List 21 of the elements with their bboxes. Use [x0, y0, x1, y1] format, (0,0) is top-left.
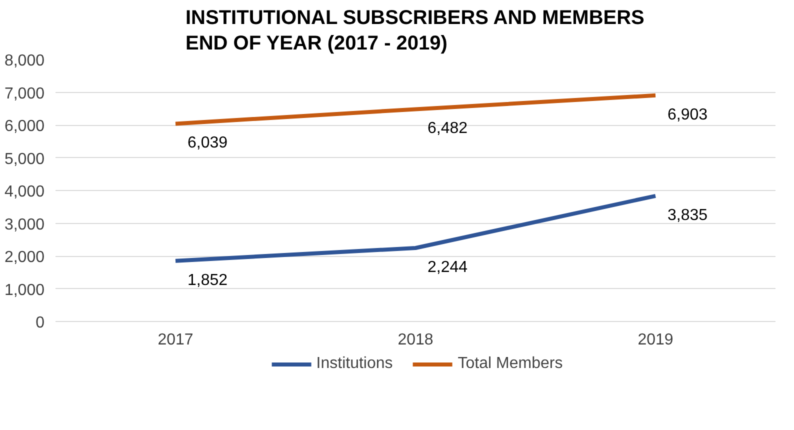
- y-tick-label: 3,000: [4, 216, 45, 234]
- data-label: 6,903: [668, 106, 708, 124]
- y-tick-label: 6,000: [4, 118, 45, 135]
- x-tick-label: 2018: [398, 332, 434, 348]
- y-tick-label: 5,000: [4, 150, 45, 168]
- y-tick-label: 4,000: [4, 184, 45, 200]
- legend-label: Total Members: [458, 355, 563, 373]
- chart-title: INSTITUTIONAL SUBSCRIBERS AND MEMBERS END OF YEAR (2017 - 2019): [185, 7, 644, 54]
- y-tick-label: 2,000: [4, 249, 45, 266]
- legend-label: Institutions: [316, 355, 393, 373]
- data-label: 6,039: [188, 134, 228, 152]
- data-label: 2,244: [428, 259, 468, 276]
- y-tick-label: 0: [36, 314, 45, 332]
- x-tick-label: 2019: [638, 332, 674, 348]
- data-label: 6,482: [428, 120, 468, 138]
- y-tick-label: 8,000: [4, 52, 45, 70]
- x-tick-label: 2017: [158, 332, 194, 348]
- y-tick-label: 7,000: [4, 85, 45, 102]
- data-label: 1,852: [188, 272, 228, 289]
- y-tick-label: 1,000: [4, 282, 45, 299]
- data-label: 3,835: [668, 206, 708, 224]
